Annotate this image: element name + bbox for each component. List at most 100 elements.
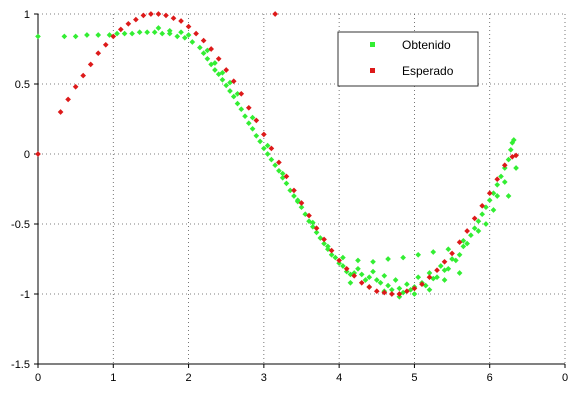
data-point-obtenido [430,249,437,255]
data-point-esperado [268,145,275,152]
data-point-obtenido [268,156,275,163]
data-point-obtenido [494,193,501,199]
legend-label-esperado: Esperado [402,64,454,78]
data-point-esperado [245,104,252,111]
data-point-esperado [434,267,440,274]
data-point-esperado [133,16,139,23]
data-point-esperado [404,288,410,295]
data-point-esperado [178,18,184,24]
data-point-obtenido [362,277,369,283]
data-point-obtenido [340,254,346,261]
data-point-obtenido [321,240,327,247]
data-point-obtenido [355,265,361,272]
data-point-obtenido [328,251,335,258]
data-point-obtenido [456,251,463,258]
data-point-obtenido [347,279,354,286]
data-point-esperado [358,279,365,286]
data-point-obtenido [261,145,267,152]
data-point-obtenido [434,274,440,281]
data-point-obtenido [212,67,218,73]
data-point-esperado [389,291,395,297]
data-point-obtenido [355,257,361,264]
data-point-esperado [261,131,267,138]
data-point-obtenido [513,165,519,171]
data-point-obtenido [358,271,365,278]
data-point-obtenido [287,187,294,194]
data-point-esperado [298,200,305,206]
data-point-obtenido [249,114,256,121]
data-point-obtenido [486,197,493,204]
data-point-obtenido [385,256,391,262]
data-point-obtenido [475,228,482,234]
data-point-obtenido [505,193,512,199]
data-point-obtenido [264,151,271,157]
data-point-obtenido [437,263,444,269]
data-point-esperado [366,284,373,290]
data-point-obtenido [498,173,504,180]
data-point-esperado [328,247,335,254]
data-point-esperado [336,257,342,264]
data-point-obtenido [404,281,410,288]
data-point-esperado [373,288,380,295]
data-point-obtenido [494,181,501,188]
data-point-esperado [72,83,79,90]
data-point-esperado [351,272,358,279]
data-point-esperado [125,20,132,27]
data-point-obtenido [426,286,433,293]
legend-marker-esperado [370,68,375,73]
y-tick-label: 1 [24,9,30,21]
data-point-esperado [381,289,388,296]
legend-marker-obtenido [370,42,375,47]
data-point-esperado [494,176,501,183]
x-tick-label: 0 [562,372,568,384]
data-point-obtenido [309,219,316,226]
data-point-obtenido [483,221,489,227]
data-point-obtenido [313,229,320,236]
data-point-obtenido [242,113,248,120]
data-point-esperado [185,23,192,30]
data-point-obtenido [392,277,399,283]
data-point-obtenido [385,282,391,289]
data-point-obtenido [445,265,452,272]
data-point-obtenido [441,277,448,283]
data-point-obtenido [298,204,305,211]
data-point-obtenido [510,137,517,143]
data-point-obtenido [283,180,290,187]
data-point-obtenido [155,25,162,31]
data-point-obtenido [501,179,508,185]
data-point-esperado [321,236,327,243]
y-tick-label: 0.5 [15,79,30,91]
data-point-obtenido [475,218,482,225]
y-tick-label: -1.5 [11,359,30,371]
data-point-esperado [313,225,320,232]
data-point-esperado [501,162,508,169]
data-point-obtenido [377,279,384,286]
data-point-obtenido [234,100,241,107]
data-point-esperado [170,15,177,22]
x-tick-label: 3 [261,372,267,384]
data-point-esperado [80,72,86,79]
x-tick-label: 2 [186,372,192,384]
data-point-obtenido [479,211,486,218]
data-point-obtenido [332,254,339,261]
data-point-esperado [276,159,282,166]
data-point-obtenido [456,270,463,276]
data-point-obtenido [464,240,470,247]
data-point-esperado [471,215,478,222]
data-point-obtenido [411,291,418,297]
data-point-obtenido [245,120,252,127]
data-point-obtenido [340,263,346,269]
data-point-esperado [343,265,350,272]
data-point-obtenido [453,257,459,264]
data-point-esperado [411,285,418,292]
data-point-obtenido [272,162,278,169]
data-point-obtenido [389,286,395,293]
data-point-obtenido [366,274,373,281]
data-point-obtenido [219,69,226,76]
data-point-obtenido [223,82,230,89]
x-tick-label: 5 [411,372,417,384]
data-point-obtenido [249,125,256,132]
data-point-obtenido [370,258,376,265]
